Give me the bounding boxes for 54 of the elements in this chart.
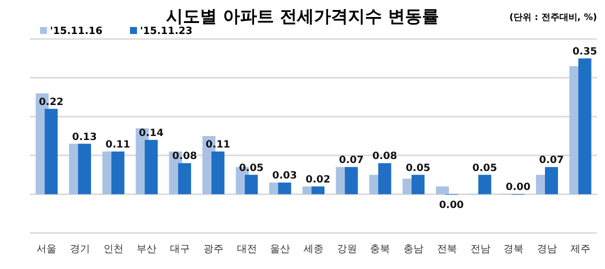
- bar: [178, 163, 192, 194]
- data-label: 0.07: [339, 155, 364, 166]
- x-tick-label: 경남: [536, 244, 557, 255]
- x-tick-label: 강원: [336, 244, 357, 255]
- legend-label: '15.11.16: [50, 26, 102, 37]
- data-label: 0.08: [372, 151, 398, 162]
- bar: [436, 186, 449, 194]
- x-tick-label: 대전: [236, 244, 257, 255]
- chart-title: 시도별 아파트 전세가격지수 변동률: [166, 7, 439, 27]
- bar: [544, 167, 558, 194]
- text: (단위 : 전주대비, %): [509, 13, 597, 23]
- x-tick-label: 인천: [103, 244, 124, 255]
- data-label: 0.35: [572, 46, 598, 58]
- x-tick-label: 충남: [404, 244, 424, 255]
- x-tick-label: 경기: [70, 244, 90, 255]
- data-label: 0.11: [206, 140, 230, 151]
- bar: [344, 167, 358, 194]
- data-label: 0.00: [506, 182, 530, 194]
- x-tick-label: 광주: [203, 244, 224, 255]
- bar: [144, 140, 158, 194]
- data-label: 0.11: [106, 140, 130, 151]
- data-label: 0.22: [38, 96, 64, 108]
- bar: [478, 174, 492, 194]
- x-tick-label: 세종: [304, 244, 324, 255]
- bar: [44, 108, 58, 194]
- bar: [378, 163, 392, 194]
- data-label: 0.13: [72, 132, 97, 143]
- bar: [412, 174, 425, 194]
- x-tick-label: 서울: [36, 244, 57, 255]
- bar: [211, 152, 224, 194]
- data-label: 0.05: [406, 162, 430, 174]
- x-tick-label: 제주: [570, 244, 590, 255]
- x-tick-label: 대구: [170, 244, 190, 255]
- bar: [244, 174, 258, 194]
- data-label: 0.14: [138, 128, 164, 139]
- data-label: 0.05: [238, 162, 264, 174]
- data-label: 0.00: [439, 200, 464, 212]
- bar: [578, 58, 592, 194]
- x-tick-label: 전남: [470, 244, 490, 255]
- x-tick-label: 울산: [270, 244, 290, 255]
- bar: [312, 186, 324, 194]
- data-label: 0.08: [172, 151, 197, 162]
- data-label: 0.07: [539, 155, 564, 166]
- legend-label: '15.11.23: [140, 26, 192, 37]
- x-tick-label: 충북: [370, 244, 390, 255]
- data-label: 0.03: [272, 170, 298, 182]
- x-tick-label: 전북: [436, 244, 457, 255]
- bar: [278, 182, 292, 194]
- data-label: 0.05: [472, 162, 498, 174]
- x-tick-label: 경북: [504, 244, 524, 255]
- data-label: 0.02: [306, 174, 330, 186]
- bar: [78, 144, 92, 194]
- x-tick-label: 부산: [136, 244, 157, 255]
- bar: [111, 152, 124, 194]
